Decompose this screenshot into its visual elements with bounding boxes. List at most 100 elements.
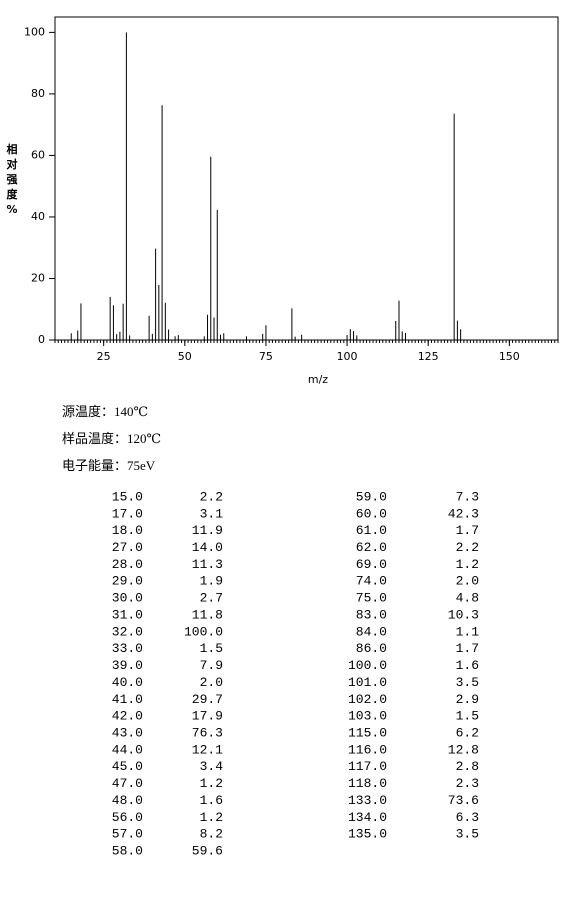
condition: 样品温度：120℃ (62, 431, 161, 446)
x-tick-label: 150 (499, 350, 520, 363)
mz-cell: 45.0 (112, 759, 143, 774)
intensity-cell: 1.9 (200, 574, 223, 589)
intensity-cell: 8.2 (200, 827, 223, 842)
mz-cell: 60.0 (356, 506, 387, 521)
mz-cell: 40.0 (112, 675, 143, 690)
mz-cell: 115.0 (348, 725, 387, 740)
intensity-cell: 1.7 (456, 523, 479, 538)
intensity-cell: 7.9 (200, 658, 223, 673)
x-axis-label: m/z (308, 373, 328, 386)
intensity-cell: 3.5 (456, 827, 479, 842)
mz-cell: 31.0 (112, 607, 143, 622)
mz-cell: 42.0 (112, 709, 143, 724)
intensity-cell: 3.4 (200, 759, 224, 774)
mz-cell: 83.0 (356, 607, 387, 622)
intensity-cell: 76.3 (192, 725, 223, 740)
intensity-cell: 1.2 (200, 776, 223, 791)
mz-cell: 75.0 (356, 591, 387, 606)
mz-cell: 103.0 (348, 709, 387, 724)
mz-cell: 118.0 (348, 776, 387, 791)
intensity-cell: 3.5 (456, 675, 479, 690)
x-tick-label: 75 (259, 350, 273, 363)
y-tick-label: 60 (31, 148, 45, 161)
mz-cell: 58.0 (112, 843, 143, 858)
mz-cell: 84.0 (356, 624, 387, 639)
mz-cell: 18.0 (112, 523, 143, 538)
mz-cell: 39.0 (112, 658, 143, 673)
mz-cell: 43.0 (112, 725, 143, 740)
intensity-cell: 29.7 (192, 692, 223, 707)
intensity-cell: 6.2 (456, 725, 479, 740)
intensity-cell: 11.3 (192, 557, 223, 572)
intensity-cell: 7.3 (456, 489, 479, 504)
mz-cell: 100.0 (348, 658, 387, 673)
intensity-cell: 42.3 (448, 506, 479, 521)
intensity-cell: 6.3 (456, 810, 479, 825)
intensity-cell: 1.2 (200, 810, 223, 825)
intensity-cell: 10.3 (448, 607, 479, 622)
x-tick-label: 125 (418, 350, 439, 363)
mz-cell: 15.0 (112, 489, 143, 504)
intensity-cell: 73.6 (448, 793, 479, 808)
intensity-cell: 17.9 (192, 709, 223, 724)
intensity-cell: 2.0 (200, 675, 223, 690)
mz-cell: 86.0 (356, 641, 387, 656)
mz-cell: 61.0 (356, 523, 387, 538)
plot-frame (54, 16, 559, 341)
intensity-cell: 2.2 (200, 489, 223, 504)
y-tick-label: 20 (31, 271, 45, 284)
mz-cell: 102.0 (348, 692, 387, 707)
intensity-cell: 12.1 (192, 742, 223, 757)
intensity-cell: 4.8 (456, 591, 479, 606)
y-tick-label: 80 (31, 87, 45, 100)
y-axis-label: 相对强度% (6, 142, 18, 216)
intensity-cell: 2.7 (200, 591, 223, 606)
y-tick-label: 40 (31, 210, 45, 223)
mz-cell: 27.0 (112, 540, 143, 555)
mz-cell: 44.0 (112, 742, 143, 757)
mz-cell: 48.0 (112, 793, 143, 808)
intensity-cell: 1.5 (200, 641, 223, 656)
intensity-cell: 1.2 (456, 557, 479, 572)
intensity-cell: 3.1 (200, 506, 224, 521)
x-tick-label: 100 (337, 350, 358, 363)
mz-cell: 57.0 (112, 827, 143, 842)
x-tick-label: 50 (178, 350, 192, 363)
intensity-cell: 1.6 (200, 793, 223, 808)
mz-cell: 29.0 (112, 574, 143, 589)
mz-cell: 30.0 (112, 591, 143, 606)
mz-cell: 135.0 (348, 827, 387, 842)
intensity-cell: 11.8 (192, 607, 223, 622)
mz-cell: 17.0 (112, 506, 143, 521)
mz-cell: 41.0 (112, 692, 143, 707)
y-tick-label: 0 (38, 333, 45, 346)
intensity-cell: 11.9 (192, 523, 223, 538)
mz-cell: 69.0 (356, 557, 387, 572)
mz-cell: 28.0 (112, 557, 143, 572)
mz-cell: 62.0 (356, 540, 387, 555)
mz-cell: 47.0 (112, 776, 143, 791)
intensity-cell: 1.7 (456, 641, 479, 656)
intensity-cell: 100.0 (184, 624, 223, 639)
mz-cell: 74.0 (356, 574, 387, 589)
intensity-cell: 2.9 (456, 692, 479, 707)
mz-cell: 133.0 (348, 793, 387, 808)
intensity-cell: 2.2 (456, 540, 479, 555)
mz-cell: 59.0 (356, 489, 387, 504)
mz-cell: 117.0 (348, 759, 387, 774)
mz-cell: 56.0 (112, 810, 143, 825)
intensity-cell: 2.8 (456, 759, 479, 774)
intensity-cell: 1.1 (456, 624, 480, 639)
intensity-cell: 12.8 (448, 742, 479, 757)
condition: 电子能量：75eV (62, 458, 156, 473)
mz-cell: 134.0 (348, 810, 387, 825)
intensity-cell: 1.5 (456, 709, 479, 724)
mz-cell: 33.0 (112, 641, 143, 656)
condition: 源温度：140℃ (62, 404, 148, 419)
intensity-cell: 14.0 (192, 540, 223, 555)
intensity-cell: 1.6 (456, 658, 479, 673)
intensity-cell: 2.0 (456, 574, 479, 589)
mz-cell: 32.0 (112, 624, 143, 639)
